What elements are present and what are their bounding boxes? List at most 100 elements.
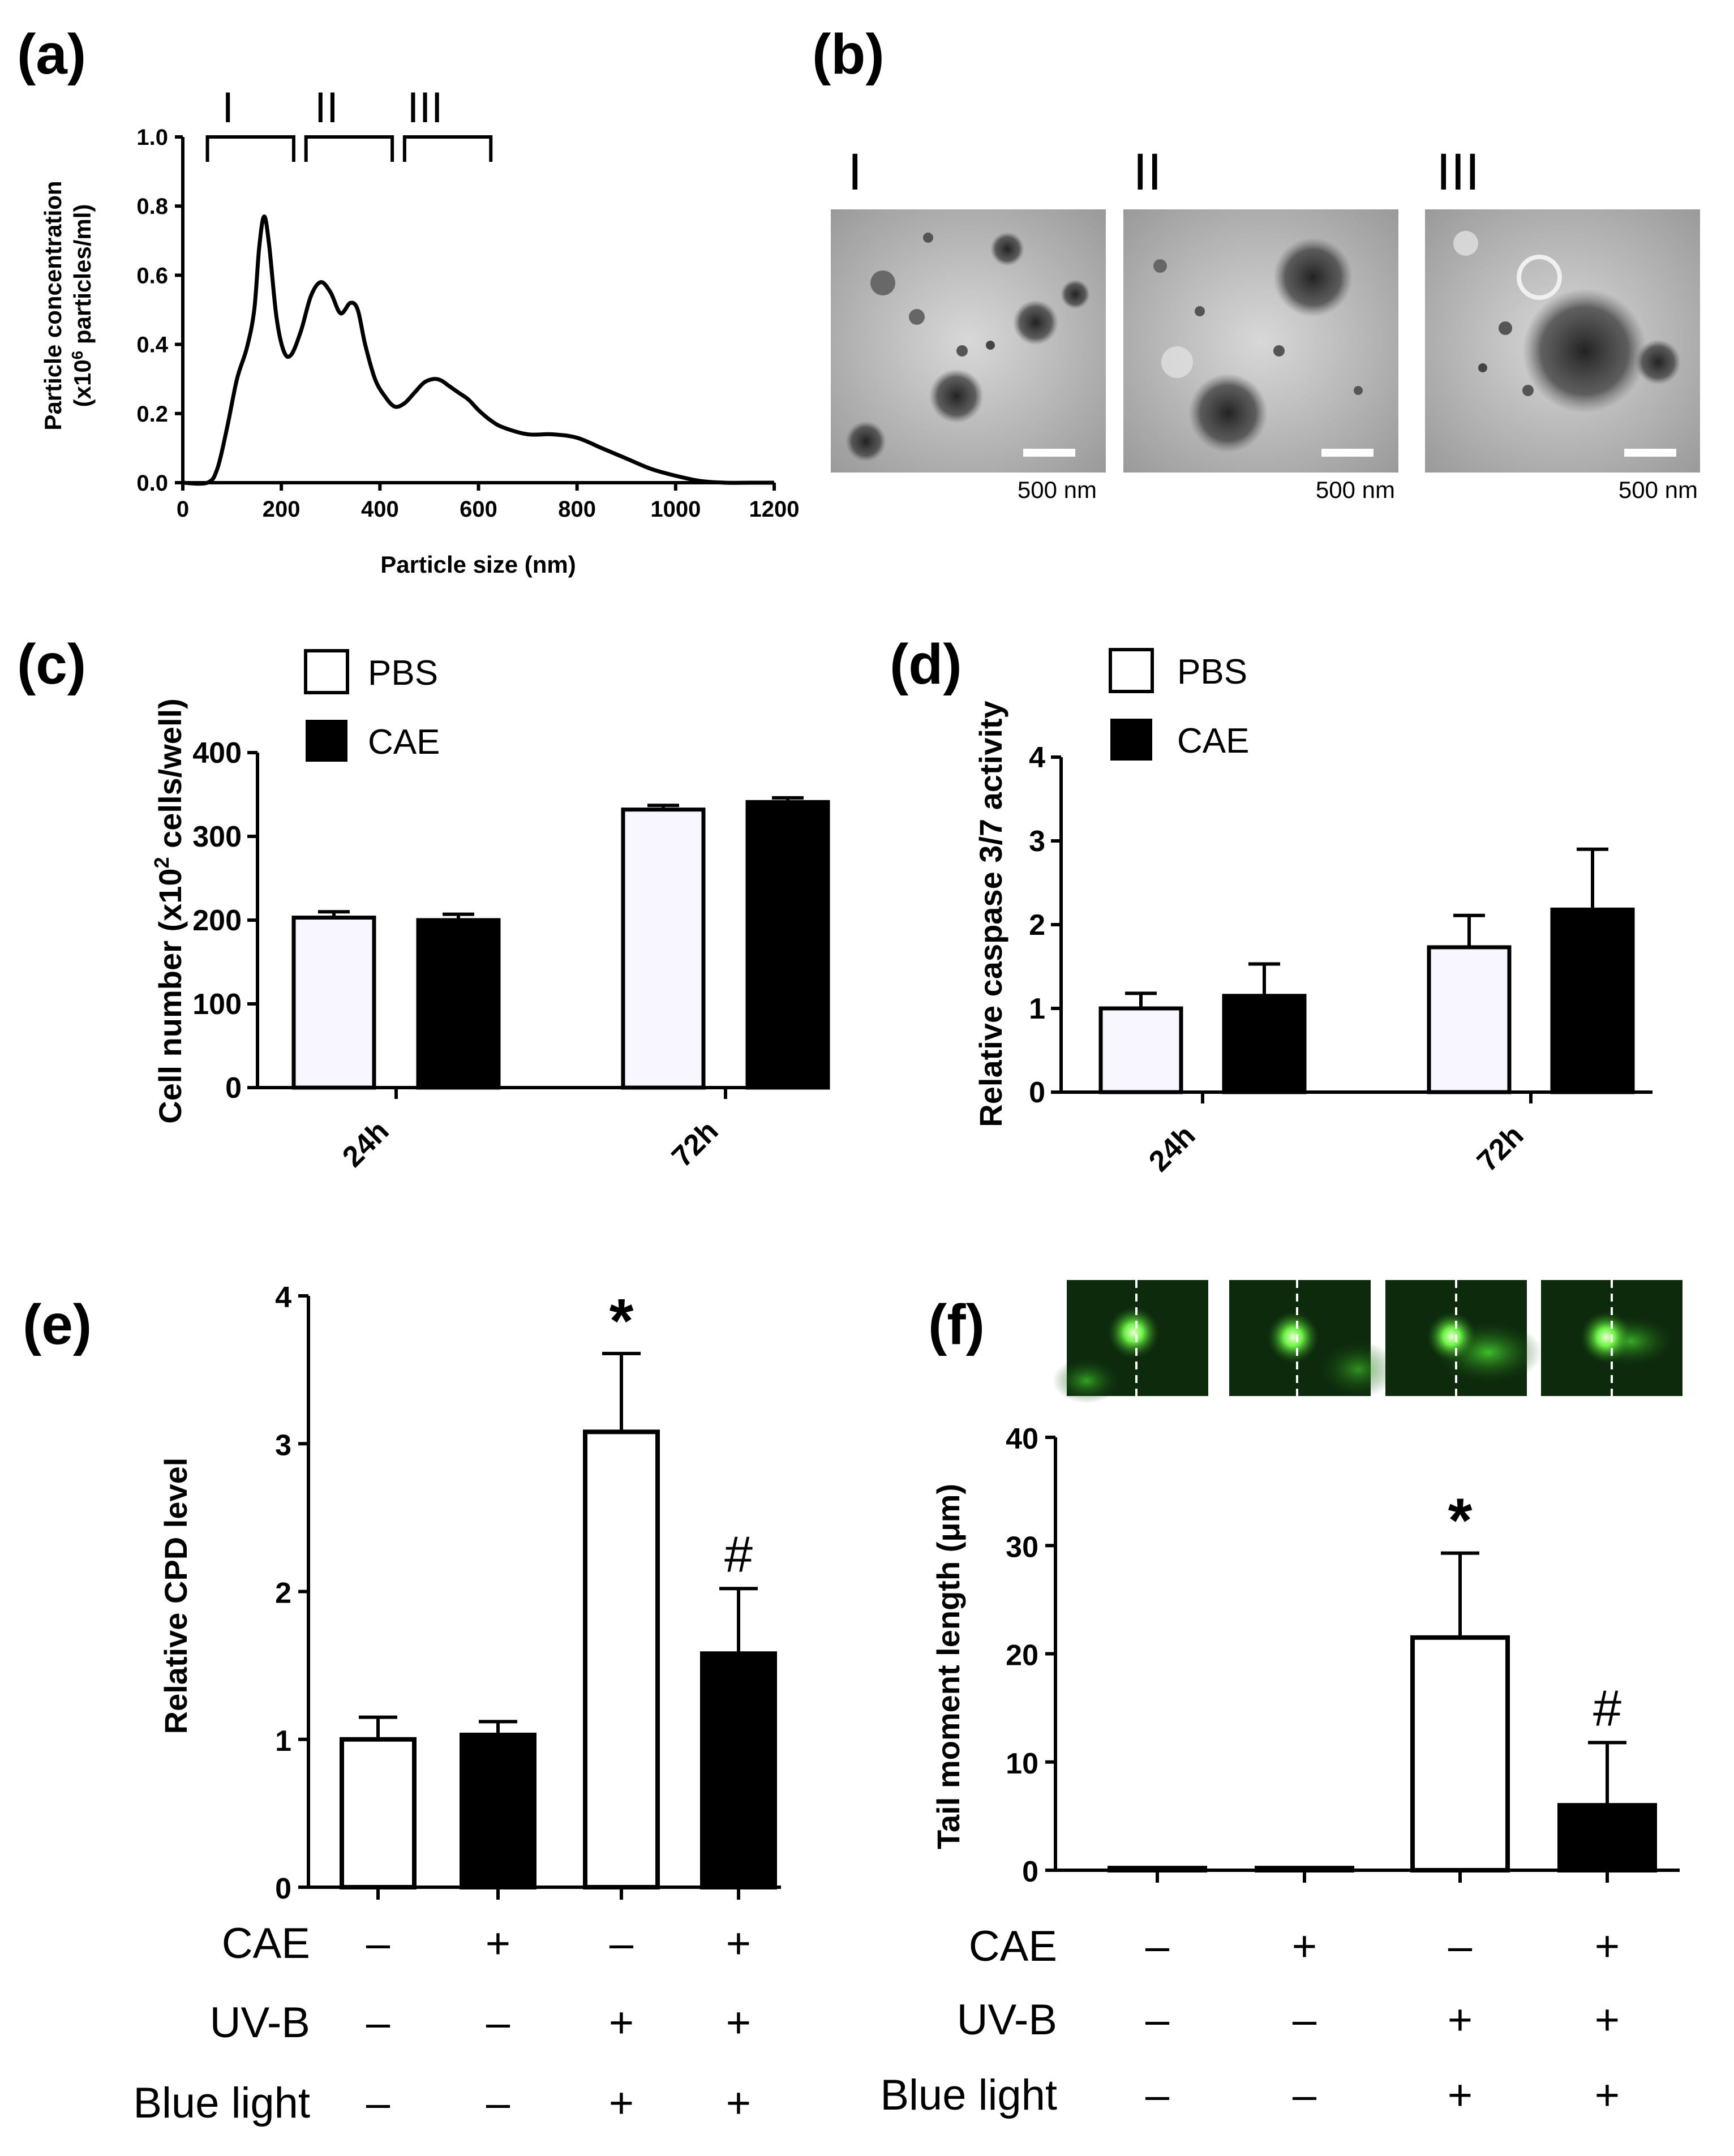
error-bar-cae-24h xyxy=(443,912,474,920)
panel-c-ylabel: Cell number (x102 cells/well) xyxy=(150,698,188,1123)
tem-label-3: III xyxy=(1436,143,1480,201)
error-bar-pbs-72h xyxy=(1453,913,1485,947)
condition-sign: – xyxy=(1293,1996,1317,2044)
bar-4 xyxy=(1557,1803,1657,1872)
condition-sign: – xyxy=(1145,1996,1170,2044)
tem-image-3: III 500 nm xyxy=(1425,143,1700,503)
panel-f-label: (f) xyxy=(928,1293,985,1356)
condition-sign: – xyxy=(366,1919,390,1968)
comet-images xyxy=(1053,1280,1683,1403)
bar-cae-24h xyxy=(1222,994,1307,1094)
condition-label-uv-b: UV-B xyxy=(957,1996,1057,2044)
tem-image-2: II 500 nm xyxy=(1123,143,1398,503)
error-bar-pbs-24h xyxy=(1125,991,1157,1008)
scale-bar-1 xyxy=(1023,449,1075,457)
bar-pbs-24h xyxy=(1098,1006,1183,1094)
condition-sign: + xyxy=(1595,1922,1620,1970)
scale-label-2: 500 nm xyxy=(1316,476,1395,503)
panel-d-legend: PBS CAE xyxy=(1109,648,1249,761)
condition-sign: – xyxy=(366,1999,390,2047)
xtick-label-24h: 24h xyxy=(1143,1119,1201,1178)
panel-e-axes: 0 1 2 3 4 xyxy=(275,1281,781,1905)
error-bar-3 xyxy=(1441,1551,1479,1638)
condition-sign: + xyxy=(726,2079,751,2127)
ytick-label: 0 xyxy=(225,1072,242,1105)
tem-label-1: I xyxy=(848,143,862,201)
panel-c-axes: 0 100 200 300 400 24h 72h xyxy=(192,737,809,1174)
ytick-label: 1 xyxy=(275,1725,291,1758)
panel-a-label: (a) xyxy=(17,23,86,86)
condition-sign: + xyxy=(609,2079,634,2127)
size-bracket-label-2: II xyxy=(315,84,338,132)
panel-e-label: (e) xyxy=(23,1293,92,1356)
scale-label-3: 500 nm xyxy=(1619,476,1698,503)
panel-d-bars xyxy=(1098,847,1635,1094)
scale-bar-2 xyxy=(1321,449,1374,457)
error-bar-cae-72h xyxy=(1577,847,1608,910)
ytick-label: 3 xyxy=(1029,825,1045,858)
bar-1 xyxy=(1108,1866,1207,1873)
panel-c-label: (c) xyxy=(17,633,86,696)
panel-e-bars: *# xyxy=(340,1286,777,1890)
condition-sign: – xyxy=(1145,1922,1170,1970)
ytick-label: 10 xyxy=(1006,1747,1038,1780)
condition-sign: + xyxy=(1292,1922,1317,1970)
panel-b: (b) I 500 nm II 500 nm III xyxy=(812,23,1700,503)
error-bar-1 xyxy=(359,1715,397,1740)
scale-label-1: 500 nm xyxy=(1018,476,1097,503)
panel-d-ylabel: Relative caspase 3/7 activity xyxy=(973,701,1008,1127)
ytick-label: 200 xyxy=(192,904,242,937)
condition-label-cae: CAE xyxy=(222,1919,310,1968)
condition-sign: – xyxy=(366,2079,390,2127)
comet-image-3 xyxy=(1385,1280,1542,1396)
comet-image-2 xyxy=(1229,1280,1398,1398)
size-distribution-line xyxy=(182,214,774,486)
ytick-label: 4 xyxy=(1029,741,1045,774)
comet-image-1 xyxy=(1053,1280,1208,1403)
panel-a-xtick-label: 200 xyxy=(263,497,301,522)
error-bar-4 xyxy=(1588,1741,1626,1806)
significance-hash: # xyxy=(1593,1680,1621,1737)
panel-a-ylabel-line1: Particle concentration xyxy=(40,181,66,430)
size-bracket-label-3: III xyxy=(407,84,443,132)
size-bracket-3 xyxy=(402,135,493,162)
legend-pbs-label: PBS xyxy=(368,654,438,693)
panel-d-label: (d) xyxy=(890,633,962,696)
panel-a-ytick-label: 0.2 xyxy=(136,402,168,427)
size-bracket-label-1: I xyxy=(222,84,234,132)
condition-sign: – xyxy=(610,1919,634,1968)
size-bracket-2 xyxy=(304,135,394,162)
bar-2 xyxy=(460,1732,536,1890)
panel-f-bars: *# xyxy=(1108,1486,1657,1873)
bar-pbs-72h xyxy=(1427,945,1512,1094)
ytick-label: 100 xyxy=(192,988,242,1021)
ytick-label: 40 xyxy=(1006,1423,1038,1455)
panel-e-ylabel: Relative CPD level xyxy=(158,1458,194,1734)
error-bar-pbs-72h xyxy=(647,804,679,810)
ytick-label: 2 xyxy=(275,1577,291,1610)
comet-image-4 xyxy=(1541,1280,1683,1396)
error-bar-3 xyxy=(602,1351,641,1432)
legend-cae-label: CAE xyxy=(368,723,440,762)
scale-bar-3 xyxy=(1624,449,1676,457)
bar-cae-24h xyxy=(416,918,501,1090)
panel-c-legend: PBS CAE xyxy=(304,649,440,762)
condition-sign: + xyxy=(1448,1996,1473,2044)
ytick-label: 400 xyxy=(192,737,242,770)
condition-sign: – xyxy=(486,2079,510,2127)
panel-c-bars xyxy=(291,796,830,1090)
tem-label-2: II xyxy=(1133,143,1162,201)
condition-sign: – xyxy=(1448,1922,1473,1970)
condition-sign: + xyxy=(726,1919,751,1968)
panel-a-xtick-label: 1200 xyxy=(749,497,800,522)
ytick-label: 1 xyxy=(1029,993,1045,1025)
legend-cae-swatch-d xyxy=(1110,719,1152,761)
error-bar-4 xyxy=(719,1587,758,1654)
panel-a-ytick-label: 0.6 xyxy=(136,263,168,288)
legend-cae-swatch xyxy=(306,720,347,762)
bar-cae-72h xyxy=(1550,907,1635,1094)
condition-label-cae: CAE xyxy=(969,1922,1057,1970)
panel-e-conditions: CAE – + – + UV-B – – + + Blue light – – + + xyxy=(133,1919,751,2127)
error-bar-cae-24h xyxy=(1248,962,1280,996)
